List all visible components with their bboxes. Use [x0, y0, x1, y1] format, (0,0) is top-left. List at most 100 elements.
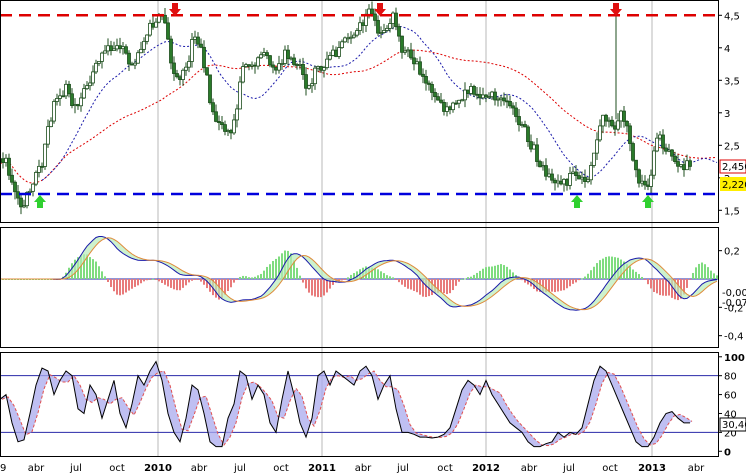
candle-body: [100, 52, 104, 62]
macd-histogram-bar: [689, 279, 691, 280]
signal-arrows: [34, 3, 654, 208]
x-axis-tick-label: oct: [273, 463, 289, 474]
price-y-tick-label: 3: [724, 109, 730, 120]
candle-body: [370, 8, 374, 15]
stochastic-value-label: 30,40: [722, 420, 746, 431]
macd-histogram-bar: [113, 279, 115, 292]
moving-average-label: 2,450: [722, 162, 746, 173]
candle-body: [361, 22, 365, 26]
macd-histogram-bar: [617, 257, 619, 279]
macd-histogram-bar: [470, 276, 472, 279]
macd-histogram-bar: [683, 279, 685, 295]
price-y-tick-label: 1,5: [724, 206, 740, 217]
candle-body: [682, 164, 686, 171]
candle-body: [547, 173, 551, 177]
x-axis-tick-label: abr: [521, 463, 538, 474]
candle-body: [430, 84, 434, 93]
macd-histogram-bar: [392, 277, 394, 279]
candle-body: [250, 64, 254, 67]
candle-body: [352, 34, 356, 38]
macd-histogram-bar: [107, 279, 109, 282]
candle-body: [532, 144, 536, 150]
macd-histogram-bar: [590, 270, 592, 279]
macd-histogram-bar: [656, 279, 658, 294]
last-price-badge: 2,220: [720, 177, 746, 191]
stochastic-y-tick-label: 100: [724, 353, 745, 364]
candle-body: [433, 92, 437, 98]
candle-body: [478, 94, 482, 99]
stochastic-panel-frame: [0, 352, 719, 457]
macd-histogram-bar: [665, 279, 667, 296]
macd-histogram-bar: [521, 279, 523, 281]
macd-histogram-bar: [659, 279, 661, 296]
candle-body: [175, 73, 179, 78]
candle-body: [208, 74, 212, 104]
macd-histogram-bar: [446, 279, 448, 295]
candle-body: [610, 119, 614, 127]
candle-body: [259, 54, 263, 59]
macd-histogram-bar: [272, 260, 274, 279]
down-arrow-icon: [374, 3, 386, 16]
candle-body: [283, 49, 287, 64]
candle-body: [340, 41, 344, 48]
candle-body: [241, 66, 245, 83]
candle-body: [346, 37, 350, 40]
macd-histogram-bar: [650, 279, 652, 289]
candle-body: [307, 85, 311, 89]
candle-body: [394, 12, 398, 28]
candle-body: [214, 111, 218, 122]
stochastic-fill: [0, 361, 692, 447]
macd-histogram-bar: [86, 254, 88, 279]
macd-histogram-bar: [476, 272, 478, 279]
candle-body: [22, 205, 26, 208]
macd-histogram-bar: [443, 279, 445, 294]
candle-body: [139, 48, 143, 54]
macd-histogram-bar: [209, 279, 211, 292]
macd-histogram-bar: [224, 279, 226, 295]
macd-histogram-bar: [122, 279, 124, 295]
candle-body: [607, 119, 611, 122]
macd-histogram-bar: [83, 254, 85, 279]
macd-histogram-bar: [569, 279, 571, 287]
macd-histogram-bar: [110, 279, 112, 288]
candle-body: [646, 184, 650, 187]
last-price-label: 2,220: [722, 180, 746, 191]
candle-body: [544, 165, 548, 177]
candle-body: [571, 171, 575, 174]
macd-histogram-bar: [185, 279, 187, 286]
candle-body: [583, 176, 587, 182]
candle-body: [472, 86, 476, 95]
candle-body: [304, 74, 308, 89]
candle-body: [334, 49, 338, 57]
macd-histogram-bar: [506, 266, 508, 279]
macd-histogram-bar: [461, 278, 463, 280]
candle-body: [316, 66, 320, 69]
macd-histogram-bar: [383, 273, 385, 279]
candle-body: [280, 63, 284, 65]
macd-histogram-bar: [704, 264, 706, 279]
candle-body: [634, 159, 638, 171]
candle-body: [28, 190, 32, 193]
candle-body: [553, 179, 557, 184]
candle-body: [313, 67, 317, 85]
candle-body: [265, 52, 269, 57]
candle-body: [172, 62, 176, 74]
macd-histogram-bar: [524, 279, 526, 283]
macd-histogram-bar: [80, 255, 82, 279]
macd-histogram-bar: [155, 279, 157, 280]
macd-histogram-bar: [332, 279, 334, 285]
macd-histogram-bar: [710, 270, 712, 279]
macd-histogram-bar: [560, 279, 562, 291]
candle-body: [406, 49, 410, 52]
candle-body: [85, 85, 89, 90]
x-axis-tick-label: abr: [355, 463, 372, 474]
candle-body: [379, 32, 383, 34]
candle-body: [484, 94, 488, 98]
candle-body: [505, 100, 509, 103]
candle-body: [46, 126, 50, 145]
macd-histogram-bar: [128, 279, 130, 291]
candle-body: [64, 83, 68, 97]
candle-body: [481, 94, 485, 99]
candle-body: [631, 143, 635, 161]
